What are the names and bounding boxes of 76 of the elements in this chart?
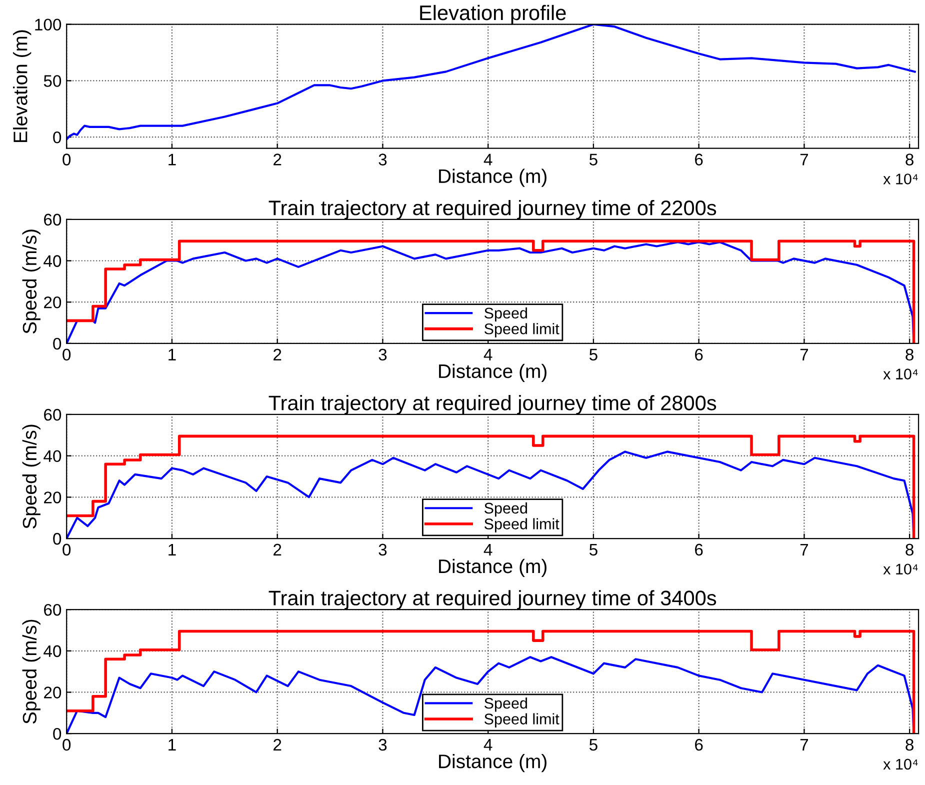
x-tick-label: 8 [906, 154, 914, 166]
x-axis-title: Distance (m) [439, 168, 546, 187]
chart-title: Train trajectory at required journey time of 2200s [268, 200, 716, 220]
x-tick-label: 8 [906, 738, 914, 751]
x-tick-label: 6 [695, 738, 703, 751]
x-tick-label: 3 [378, 154, 387, 166]
x-tick-label: 5 [589, 739, 598, 751]
line-series [66, 450, 915, 539]
x-tick-label: 1 [168, 154, 176, 166]
y-tick-label: 40 [44, 645, 62, 658]
y-axis-title: Elevation (m) [13, 30, 32, 142]
legend-label: Speed limit [484, 323, 560, 338]
chart-title: Train trajectory at required journey time of 2800s [268, 395, 716, 414]
y-tick-label: 40 [44, 450, 62, 462]
y-tick-label: 40 [44, 255, 62, 267]
y-axis-title: Speed (m/s) [22, 230, 40, 334]
x-tick-label: 3 [378, 348, 387, 361]
x-tick-label: 0 [62, 544, 71, 556]
legend-label: Speed [484, 502, 527, 517]
x-tick-label: 7 [800, 348, 808, 360]
x-tick-label: 6 [695, 154, 703, 166]
x-tick-label: 0 [62, 738, 71, 751]
x-axis-title: Distance (m) [439, 364, 546, 382]
x-axis-title: Distance (m) [439, 754, 546, 772]
x-tick-label: 1 [168, 348, 176, 360]
y-axis-title: Speed (m/s) [22, 620, 40, 724]
x-tick-label: 2 [274, 154, 282, 166]
legend-label: Speed limit [484, 518, 560, 532]
legend-label: Speed [484, 697, 527, 712]
y-tick-label: 0 [53, 728, 62, 740]
y-tick-label: 60 [44, 604, 62, 616]
chart-title: Elevation profile [420, 4, 566, 24]
y-tick-label: 0 [53, 532, 62, 545]
text: x 10⁴ [883, 564, 918, 575]
x-tick-label: 6 [695, 348, 703, 361]
x-tick-label: 2 [274, 544, 282, 556]
x-tick-label: 4 [484, 544, 492, 556]
x-tick-label: 7 [800, 739, 808, 751]
line-series [66, 656, 915, 734]
legend-label: Speed limit [484, 713, 560, 728]
line-series [66, 24, 916, 140]
x-tick-label: 4 [484, 348, 492, 360]
y-tick-label: 0 [53, 338, 62, 350]
x-tick-label: 8 [906, 544, 914, 556]
y-tick-label: 20 [44, 492, 62, 504]
x-tick-label: 1 [168, 739, 176, 751]
y-tick-label: 0 [53, 131, 62, 144]
y-tick-label: 60 [44, 214, 62, 226]
text: x 10⁴ [883, 758, 918, 770]
x-tick-label: 2 [274, 348, 282, 360]
x-tick-label: 3 [378, 738, 387, 751]
x-tick-label: 2 [274, 738, 282, 751]
y-axis-title: Speed (m/s) [22, 424, 40, 529]
x-axis-title: Distance (m) [439, 558, 546, 578]
y-tick-label: 50 [44, 75, 62, 87]
y-tick-label: 60 [44, 408, 62, 421]
x-tick-label: 3 [378, 544, 387, 556]
y-tick-label: 20 [44, 296, 62, 308]
x-tick-label: 0 [62, 348, 71, 361]
x-tick-label: 5 [589, 154, 598, 166]
x-tick-label: 8 [906, 348, 914, 361]
legend-label: Speed [484, 307, 527, 322]
x-tick-label: 1 [168, 544, 176, 556]
y-tick-label: 100 [35, 18, 62, 31]
x-tick-label: 5 [589, 348, 598, 361]
x-tick-label: 7 [800, 154, 808, 166]
text: x 10⁴ [883, 174, 918, 184]
x-tick-label: 7 [800, 544, 808, 556]
y-tick-label: 20 [44, 686, 62, 698]
x-tick-label: 5 [589, 544, 598, 556]
x-tick-label: 6 [695, 544, 703, 556]
x-tick-label: 4 [484, 739, 492, 751]
x-tick-label: 0 [62, 154, 71, 166]
x-tick-label: 4 [484, 154, 492, 166]
chart-title: Train trajectory at required journey time of 3400s [268, 590, 716, 610]
text: x 10⁴ [883, 368, 918, 380]
